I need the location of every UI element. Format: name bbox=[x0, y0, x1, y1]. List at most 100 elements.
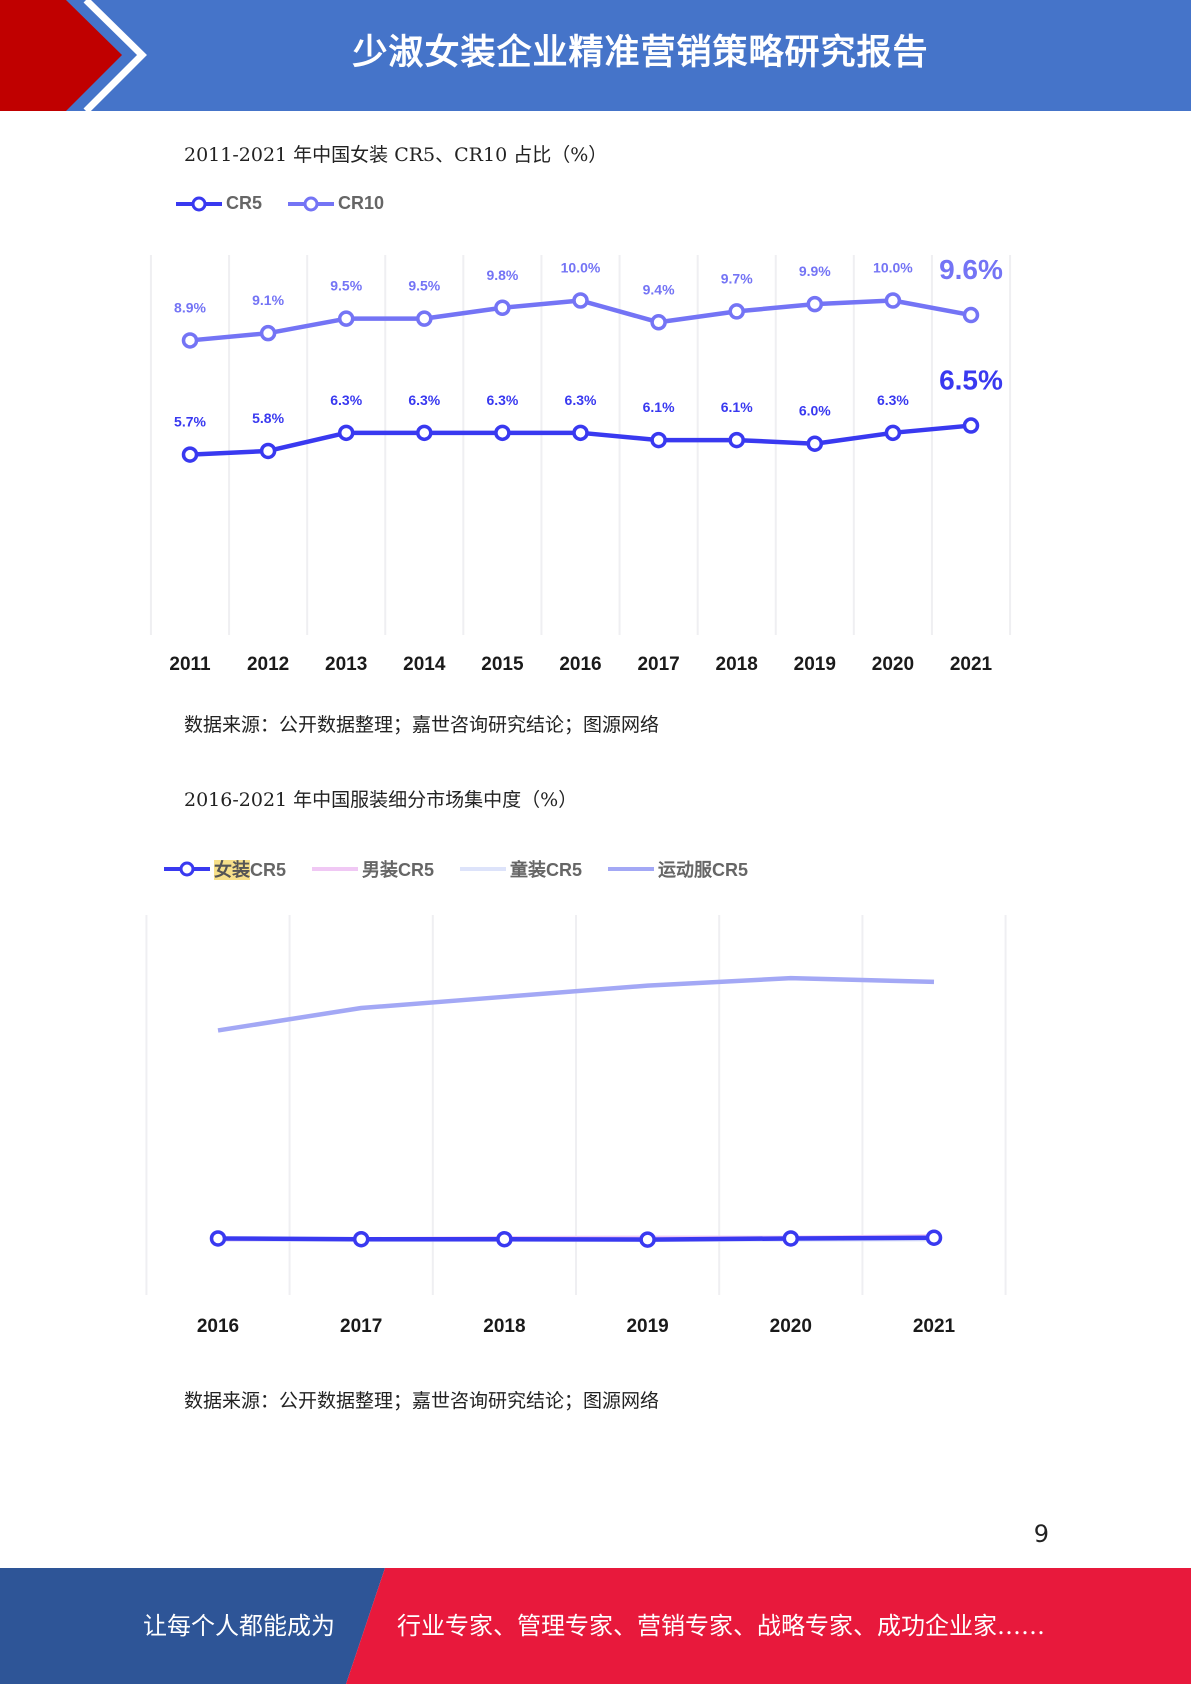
legend-cr5-marker bbox=[176, 196, 222, 211]
data-label: 8.9% bbox=[174, 299, 206, 315]
header-red-arrow bbox=[0, 0, 122, 111]
data-label: 6.3% bbox=[408, 392, 440, 408]
data-point bbox=[181, 446, 199, 463]
data-point bbox=[337, 424, 355, 442]
data-label: 6.3% bbox=[486, 392, 518, 408]
chart2-source: 数据来源：公开数据整理；嘉世咨询研究结论；图源网络 bbox=[184, 1390, 660, 1412]
data-point bbox=[416, 310, 433, 327]
header-arrow-decoration bbox=[0, 0, 147, 111]
page-number: 9 bbox=[1033, 1520, 1049, 1548]
data-label: 6.0% bbox=[799, 403, 831, 419]
data-point bbox=[925, 1229, 943, 1246]
data-label: 6.3% bbox=[330, 392, 362, 408]
data-label: 9.7% bbox=[721, 270, 753, 286]
x-tick-label: 2017 bbox=[637, 654, 679, 675]
x-tick-label: 2013 bbox=[325, 654, 367, 675]
data-label: 9.8% bbox=[486, 267, 518, 283]
legend-sports-marker bbox=[608, 867, 655, 871]
x-tick-label: 2012 bbox=[247, 654, 289, 675]
data-point bbox=[209, 1230, 227, 1247]
chart2-line-chart: 2016 2017 2018 2019 2020 2021 bbox=[145, 915, 1007, 1337]
data-point bbox=[650, 431, 667, 449]
data-point bbox=[728, 303, 745, 320]
data-label: 9.5% bbox=[330, 278, 362, 294]
chart2-caption: 2016-2021 年中国服装细分市场集中度（%） bbox=[184, 789, 578, 811]
x-tick-label: 2019 bbox=[794, 654, 836, 675]
data-label: 6.3% bbox=[565, 392, 597, 408]
data-label: 6.1% bbox=[643, 399, 675, 415]
legend-kids-marker bbox=[460, 867, 507, 871]
data-point bbox=[494, 299, 511, 317]
data-label: 9.4% bbox=[643, 281, 675, 297]
data-point bbox=[962, 417, 980, 434]
report-footer: 让每个人都能成为 行业专家、管理专家、营销专家、战略专家、成功企业家…… bbox=[0, 1568, 1191, 1684]
series-line-0 bbox=[217, 1235, 935, 1242]
data-point bbox=[782, 1230, 800, 1247]
data-point bbox=[962, 306, 980, 324]
header-white-chevron bbox=[83, 0, 147, 111]
data-point bbox=[572, 292, 589, 309]
x-tick-label: 2014 bbox=[403, 654, 446, 675]
chart1-caption: 2011-2021 年中国女装 CR5、CR10 占比（%） bbox=[184, 144, 608, 166]
legend-cr10-label: CR10 bbox=[338, 193, 385, 213]
legend-kids-cr5: 童装CR5 bbox=[460, 856, 582, 882]
data-point bbox=[884, 292, 902, 309]
data-point bbox=[416, 424, 433, 442]
series-line-3 bbox=[217, 975, 935, 1033]
x-tick-label: 2016 bbox=[559, 654, 601, 675]
legend-cr5-label: CR5 bbox=[226, 193, 263, 213]
footer-slogan-right: 行业专家、管理专家、营销专家、战略专家、成功企业家…… bbox=[397, 1612, 1045, 1640]
data-point bbox=[181, 332, 199, 349]
chart1-line-chart: 2011 2012 2013 2014 2015 2016 2017 2018 2019 2020… bbox=[149, 254, 1012, 675]
data-label: 5.8% bbox=[252, 410, 284, 426]
legend-sports-cr5: 运动服CR5 bbox=[608, 856, 748, 882]
report-header: 少淑女装企业精准营销策略研究报告 bbox=[0, 0, 1191, 111]
data-point bbox=[728, 431, 745, 449]
data-point bbox=[650, 314, 667, 331]
x-tick-label: 2018 bbox=[483, 1316, 525, 1337]
x-tick-label: 2021 bbox=[913, 1316, 956, 1337]
legend-sports-label: 运动服CR5 bbox=[658, 860, 749, 880]
data-label: 10.0% bbox=[873, 260, 913, 276]
data-label: 9.6% bbox=[939, 254, 1003, 285]
data-point bbox=[806, 435, 824, 452]
data-label: 6.1% bbox=[721, 399, 753, 415]
data-point bbox=[639, 1231, 656, 1248]
legend-cr10: CR10 bbox=[288, 193, 384, 214]
legend-womens-cr5: 女装CR5 bbox=[164, 856, 286, 882]
data-point bbox=[884, 424, 902, 442]
data-label: 6.5% bbox=[939, 365, 1003, 396]
x-tick-label: 2018 bbox=[716, 654, 758, 675]
x-tick-label: 2011 bbox=[169, 654, 211, 675]
legend-cr5: CR5 bbox=[176, 193, 262, 214]
data-label: 9.9% bbox=[799, 263, 831, 279]
data-label: 6.3% bbox=[877, 392, 909, 408]
chart1-source: 数据来源：公开数据整理；嘉世咨询研究结论；图源网络 bbox=[184, 714, 660, 736]
data-point bbox=[259, 324, 277, 342]
data-label: 9.5% bbox=[408, 278, 440, 294]
x-tick-label: 2017 bbox=[340, 1316, 382, 1337]
data-point bbox=[259, 442, 277, 460]
legend-womens-marker bbox=[164, 861, 210, 877]
x-tick-label: 2019 bbox=[626, 1316, 668, 1337]
report-title: 少淑女装企业精准营销策略研究报告 bbox=[352, 33, 929, 73]
data-point bbox=[352, 1230, 370, 1248]
data-label: 9.1% bbox=[252, 292, 284, 308]
data-point bbox=[496, 1230, 513, 1248]
data-point bbox=[806, 295, 824, 313]
legend-mens-cr5: 男装CR5 bbox=[312, 856, 434, 882]
chart2-legend: 女装CR5 男装CR5 童装CR5 运动服CR5 bbox=[164, 856, 774, 882]
x-tick-label: 2021 bbox=[950, 654, 993, 675]
footer-background bbox=[0, 1568, 1191, 1684]
x-tick-label: 2020 bbox=[770, 1316, 812, 1337]
data-label: 10.0% bbox=[561, 260, 601, 276]
legend-cr10-marker bbox=[288, 196, 335, 211]
legend-mens-marker bbox=[312, 867, 359, 871]
legend-mens-label: 男装CR5 bbox=[362, 860, 435, 880]
x-tick-label: 2015 bbox=[481, 654, 524, 675]
chart1-legend: CR5 CR10 bbox=[176, 193, 410, 214]
legend-womens-label: 女装CR5 bbox=[214, 860, 287, 880]
x-tick-label: 2020 bbox=[872, 654, 914, 675]
footer-slogan-left: 让每个人都能成为 bbox=[143, 1612, 335, 1640]
legend-kids-label: 童装CR5 bbox=[510, 860, 583, 880]
